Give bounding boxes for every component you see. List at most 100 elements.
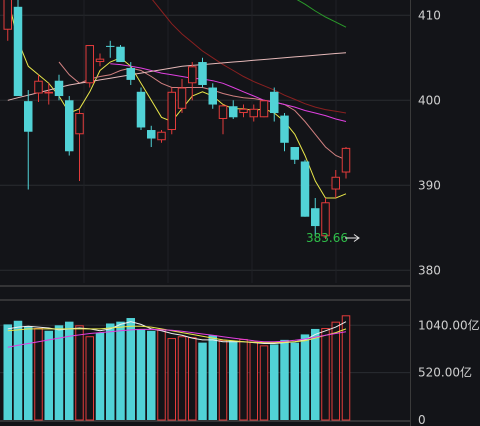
candlesticks — [3, 0, 351, 240]
candle — [85, 45, 94, 88]
candle — [249, 104, 258, 122]
candle-body — [157, 131, 166, 141]
price-tick-label: 380 — [418, 263, 441, 277]
candle — [270, 87, 279, 122]
min-price-arrow-head — [353, 234, 360, 242]
volume-bar — [341, 315, 351, 421]
candle — [331, 169, 340, 199]
volume-bar — [116, 321, 125, 420]
candle — [75, 108, 84, 182]
volume-bar — [239, 338, 248, 421]
volume-bar — [147, 330, 156, 420]
candle-body — [95, 58, 105, 63]
volume-bar — [3, 324, 12, 420]
price-tick-label: 390 — [418, 178, 441, 192]
volume-bar — [65, 321, 74, 420]
candle-body — [116, 46, 125, 63]
candle — [34, 74, 43, 102]
candle-body — [198, 62, 207, 85]
volume-ma-line — [7, 328, 347, 348]
price-axis: 380 390 400 410 — [418, 8, 441, 277]
candle — [106, 40, 115, 58]
price-ma-line — [152, 0, 347, 114]
candle-body — [290, 147, 299, 160]
candle-body — [136, 91, 146, 128]
candle-body — [24, 101, 33, 132]
candle-body — [167, 91, 176, 131]
candle — [24, 90, 33, 190]
candle — [95, 53, 105, 67]
candle — [218, 104, 228, 135]
volume-bar — [106, 323, 115, 420]
min-price-marker: 383.66 — [306, 231, 360, 245]
candle-body — [65, 100, 74, 152]
volume-bar — [208, 335, 217, 420]
volume-bar — [290, 342, 299, 420]
volume-tick-label: 1040.00亿 — [418, 317, 480, 332]
price-tick-label: 400 — [418, 93, 441, 107]
candle — [321, 198, 330, 240]
volume-bar — [177, 336, 187, 421]
price-ma-line — [7, 52, 347, 101]
volume-bar — [331, 321, 340, 421]
volume-ma-line — [7, 325, 347, 344]
candle — [341, 147, 351, 179]
candle — [3, 0, 12, 41]
volume-bar — [44, 330, 53, 420]
candle-body — [321, 202, 330, 237]
volume-bar — [75, 325, 84, 421]
candle — [157, 130, 166, 143]
volume-bar — [198, 342, 207, 420]
candle-body — [34, 80, 43, 94]
volume-bar — [126, 318, 135, 420]
candle-body — [106, 45, 115, 47]
volume-bar — [270, 344, 279, 420]
volume-bar — [136, 328, 146, 420]
volume-bar — [13, 320, 23, 420]
candle — [239, 104, 248, 118]
candle — [290, 147, 299, 165]
volume-bar — [95, 332, 105, 420]
candle — [280, 113, 289, 152]
candle-body — [311, 208, 320, 227]
volume-bar — [218, 339, 228, 421]
candle-body — [280, 115, 289, 143]
candle — [311, 198, 320, 237]
volume-bar — [188, 337, 197, 421]
price-ma-line — [296, 0, 347, 28]
candle-body — [300, 161, 310, 217]
volume-moving-averages — [7, 321, 347, 348]
candle — [229, 100, 238, 119]
min-price-label: 383.66 — [306, 231, 348, 245]
volume-tick-label: 0 — [418, 413, 426, 426]
candle — [300, 159, 310, 217]
candle-body — [3, 0, 12, 30]
candle — [188, 62, 197, 101]
candle-body — [188, 66, 197, 84]
candle — [126, 62, 135, 85]
candle-body — [218, 105, 228, 119]
candle-body — [44, 91, 53, 94]
price-ma-line — [7, 0, 347, 199]
candle-body — [54, 80, 64, 97]
volume-bar — [167, 338, 176, 421]
volume-bar — [300, 334, 310, 420]
candle-body — [259, 100, 269, 118]
candle — [208, 83, 217, 109]
candle — [177, 79, 187, 114]
candle-body — [75, 113, 84, 135]
candle — [167, 87, 176, 135]
candle-body — [239, 108, 248, 114]
volume-bar — [24, 326, 33, 420]
candle — [136, 87, 146, 131]
candle — [54, 74, 64, 101]
volume-bar — [54, 325, 64, 420]
volume-bars — [3, 315, 351, 421]
candle-body — [249, 108, 258, 118]
volume-bar — [229, 340, 238, 420]
price-ma-line — [110, 63, 347, 122]
candle — [147, 125, 156, 148]
candle-body — [177, 87, 187, 109]
volume-bar — [249, 341, 258, 421]
